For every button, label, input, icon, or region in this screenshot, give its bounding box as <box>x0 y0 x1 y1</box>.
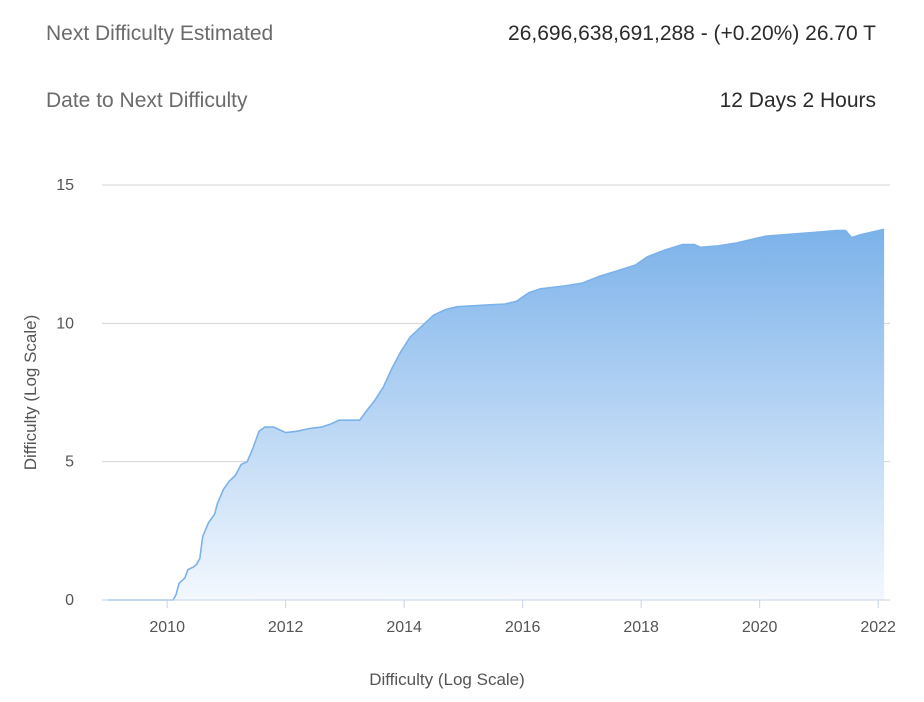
date-to-next-value: 12 Days 2 Hours <box>719 89 876 112</box>
next-difficulty-label: Next Difficulty Estimated <box>46 22 274 45</box>
difficulty-area <box>107 229 885 601</box>
x-tick-label: 2010 <box>149 619 185 636</box>
y-tick-label: 0 <box>65 592 74 609</box>
y-axis-title: Difficulty (Log Scale) <box>21 315 40 471</box>
date-to-next-label: Date to Next Difficulty <box>46 89 248 112</box>
y-tick-label: 15 <box>56 177 74 194</box>
difficulty-line <box>107 228 885 601</box>
x-tick-label: 2018 <box>623 619 659 636</box>
y-tick-label: 5 <box>65 454 74 471</box>
x-tick-label: 2022 <box>860 619 896 636</box>
x-axis-title: Difficulty (Log Scale) <box>369 670 525 689</box>
next-difficulty-value: 26,696,638,691,288 - (+0.20%) 26.70 T <box>508 22 876 45</box>
x-tick-label: 2016 <box>505 619 541 636</box>
y-tick-label: 10 <box>56 315 74 332</box>
axis-ticks: 0 5 10 15 2010 2012 2014 2016 2018 2020 2022 <box>56 177 896 636</box>
x-tick-label: 2014 <box>386 619 422 636</box>
x-tick-label: 2020 <box>742 619 778 636</box>
x-tick-label: 2012 <box>268 619 304 636</box>
difficulty-chart: 0 5 10 15 2010 2012 2014 2016 2018 2020 2022 Diffi… <box>21 177 896 689</box>
